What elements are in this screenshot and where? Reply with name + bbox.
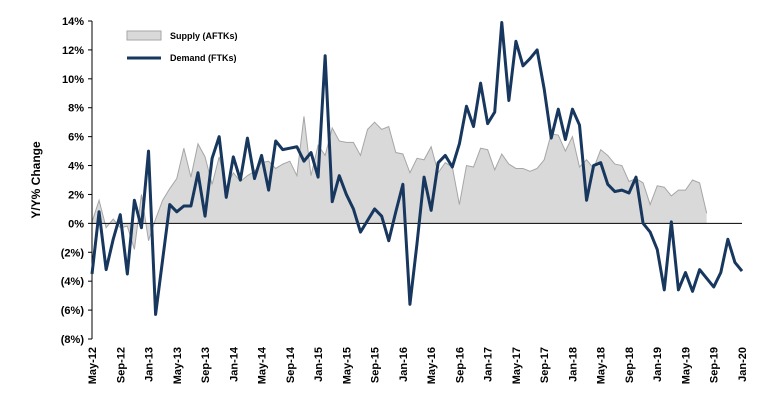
y-tick-label: 14% [62,16,84,28]
y-tick-label: 12% [62,45,84,57]
y-tick-label: 8% [68,103,84,115]
x-tick-label: Sep-19 [709,347,721,383]
x-tick-label: Sep-18 [624,347,636,383]
y-axis-label: Y/Y% Change [29,141,43,219]
x-tick-label: May-14 [257,346,269,384]
y-tick-labels: 14% 12% 10% 8% 6% 4% 2% 0% (2%) (4%) (6%) (8%) [61,16,92,346]
x-tick-label: Sep-12 [115,347,127,383]
supply-area [92,116,707,250]
y-tick-label: 4% [68,161,84,173]
x-tick-label: Jan-18 [567,347,579,382]
x-tick-label: Sep-14 [285,346,297,383]
x-tick-label: Sep-17 [539,347,551,383]
x-tick-label: Jan-17 [483,347,495,382]
y-tick-label: (8%) [61,334,85,346]
x-tick-label: May-12 [87,347,99,384]
x-tick-label: Sep-15 [370,347,382,383]
x-tick-label: Jan-14 [228,346,240,382]
y-tick-label: 2% [68,189,84,201]
legend-supply-swatch [126,30,162,41]
x-tick-label: May-15 [341,347,353,384]
x-tick-label: May-13 [172,347,184,384]
x-tick-label: May-17 [511,347,523,384]
demand-line [90,20,744,316]
x-tick-label: Sep-16 [454,347,466,383]
x-tick-label: May-18 [596,347,608,384]
x-tick-label: May-16 [426,347,438,384]
supply-outline [91,116,708,250]
x-tick-labels: May-12 Sep-12 Jan-13 May-13 Sep-13 Jan-14 May-… [87,346,749,384]
x-tick-label: May-19 [680,347,692,384]
x-tick-label: Jan-19 [652,347,664,382]
x-tick-label: Sep-13 [200,347,212,383]
y-tick-label: 6% [68,132,84,144]
legend-supply-label: Supply (AFTKs) [170,31,238,41]
y-tick-label: 10% [62,74,84,86]
y-tick-label: (6%) [61,305,85,317]
legend-demand-label: Demand (FTKs) [170,53,237,63]
x-tick-label: Jan-16 [398,347,410,382]
demand-series [90,20,744,316]
x-tick-label: Jan-15 [313,347,325,382]
y-tick-label: 0% [68,218,84,230]
x-tick-label: Jan-13 [144,347,156,382]
y-tick-label: (2%) [61,247,85,259]
x-tick-label: Jan-20 [737,347,749,382]
supply-series [91,116,708,250]
legend: Supply (AFTKs) Demand (FTKs) [126,30,238,63]
axes [91,21,742,339]
y-tick-label: (4%) [61,276,85,288]
